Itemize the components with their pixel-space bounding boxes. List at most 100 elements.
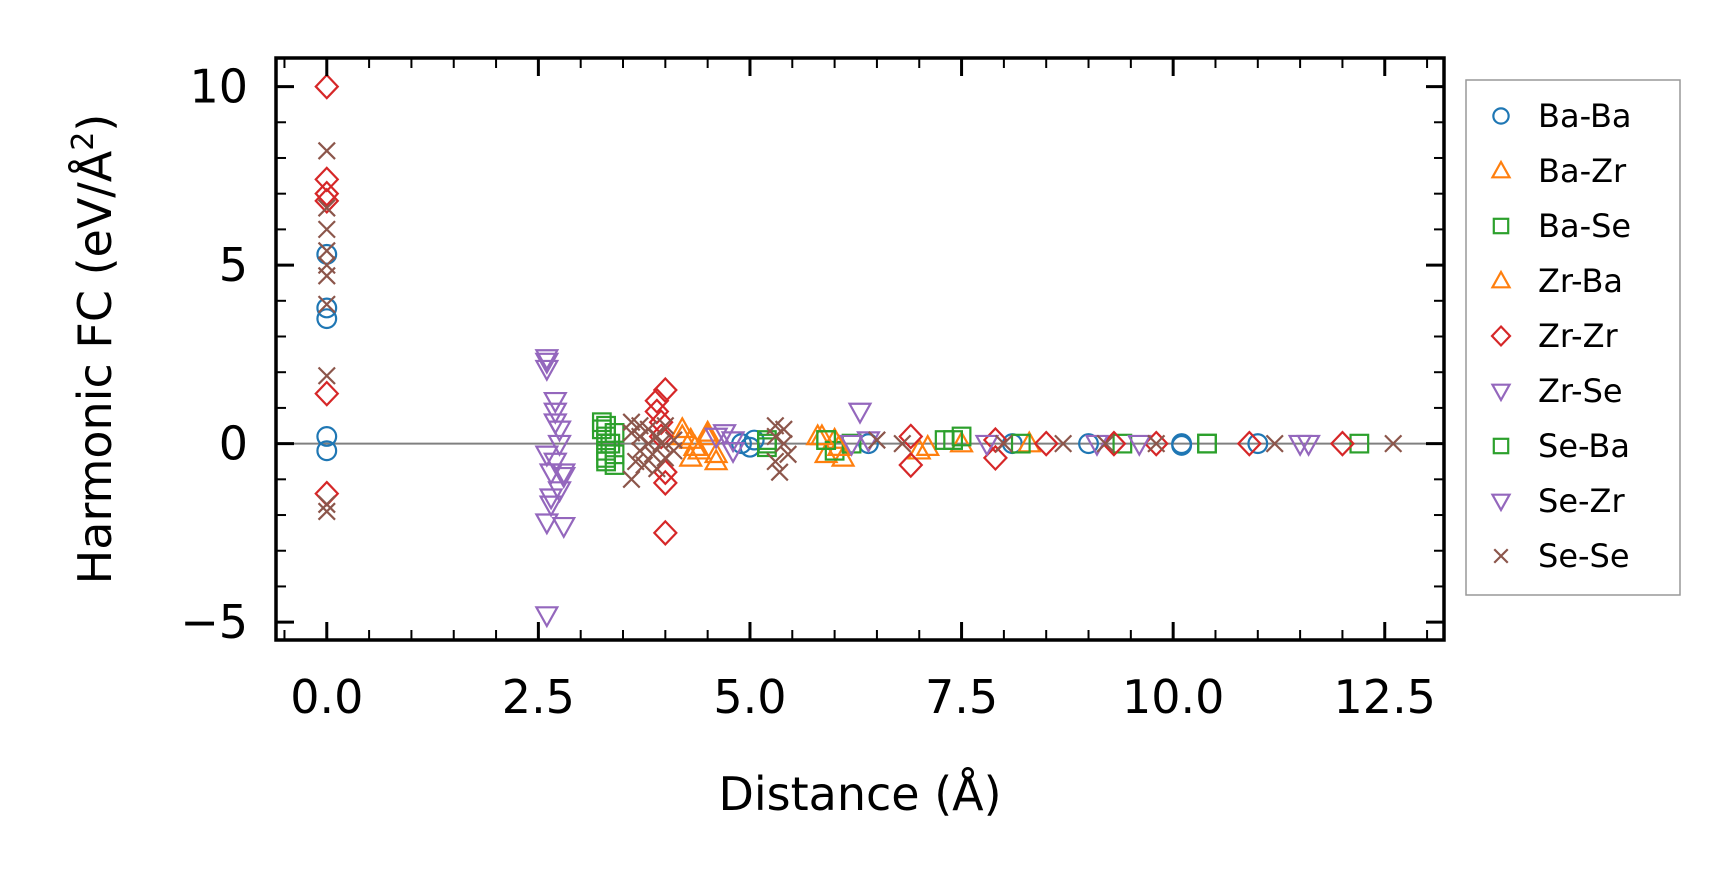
data-point xyxy=(317,198,336,217)
data-point xyxy=(1010,433,1031,454)
legend-marker xyxy=(1490,159,1512,179)
axis-tick-labels: 0.0 2.5 5.0 7.5 10.0 12.5 −5 0 5 10 xyxy=(180,60,1436,724)
data-point xyxy=(1236,430,1262,457)
data-point xyxy=(538,495,564,518)
x-tick-label: 2.5 xyxy=(502,670,575,724)
x-tick-label: 0.0 xyxy=(290,670,363,724)
data-point xyxy=(652,376,678,404)
data-point xyxy=(867,431,886,450)
data-point xyxy=(317,366,336,385)
data-point xyxy=(743,429,765,451)
y-axis-label: Harmonic FC (eV/Å2) xyxy=(66,114,122,585)
data-point xyxy=(644,398,670,425)
data-point xyxy=(656,416,675,435)
data-point xyxy=(695,419,720,442)
y-tick-label: 10 xyxy=(189,60,248,114)
data-point xyxy=(1033,430,1059,457)
data-point xyxy=(1101,430,1127,457)
legend-label: Ba-Se xyxy=(1538,207,1631,245)
x-tick-label: 7.5 xyxy=(925,670,998,724)
data-point xyxy=(647,459,666,478)
series-Se-Ba xyxy=(596,415,1217,468)
legend-marker xyxy=(1493,548,1509,564)
legend-label: Ba-Zr xyxy=(1538,152,1627,190)
data-point xyxy=(547,481,572,504)
data-point xyxy=(1197,433,1217,454)
data-point xyxy=(774,434,793,453)
data-point xyxy=(756,433,777,454)
data-point xyxy=(1247,433,1269,455)
data-points xyxy=(314,73,1403,629)
data-point xyxy=(600,433,621,454)
legend-marker xyxy=(1490,324,1512,348)
data-point xyxy=(551,516,577,539)
data-point xyxy=(317,141,336,160)
data-point xyxy=(317,295,336,314)
data-point xyxy=(534,349,560,372)
axis-ticks xyxy=(276,58,1444,640)
data-point xyxy=(317,220,336,239)
data-point xyxy=(1096,434,1115,453)
data-point xyxy=(534,606,560,629)
data-point xyxy=(652,519,678,547)
legend-label: Ba-Ba xyxy=(1538,97,1632,135)
data-point xyxy=(643,445,662,464)
data-point xyxy=(770,463,789,482)
data-point xyxy=(766,452,785,471)
data-point xyxy=(316,297,338,319)
data-point xyxy=(317,241,336,260)
data-point xyxy=(816,430,837,450)
series-Se-Se xyxy=(317,141,1403,521)
data-point xyxy=(1171,434,1193,456)
data-point xyxy=(652,434,671,453)
data-point xyxy=(893,434,912,453)
data-point xyxy=(943,430,964,450)
data-point xyxy=(534,445,560,468)
data-point xyxy=(622,470,641,489)
data-point xyxy=(1147,434,1166,453)
legend-marker xyxy=(1492,437,1510,455)
data-point xyxy=(314,380,340,407)
series-Se-Zr xyxy=(534,349,1313,518)
data-point xyxy=(314,166,340,193)
data-point xyxy=(1143,430,1169,457)
data-point xyxy=(317,266,336,285)
data-point xyxy=(317,495,336,514)
plot-frame xyxy=(274,56,1446,642)
data-point xyxy=(703,448,729,471)
legend-marker xyxy=(1490,383,1512,403)
plot-background xyxy=(276,58,1444,640)
y-tick-label: −5 xyxy=(180,595,248,649)
data-point xyxy=(906,437,932,460)
data-point xyxy=(664,441,683,460)
data-point xyxy=(314,73,340,100)
x-tick-label: 5.0 xyxy=(713,670,786,724)
data-point xyxy=(551,463,577,486)
data-point xyxy=(551,466,577,490)
data-point xyxy=(703,441,729,464)
data-point xyxy=(1287,434,1313,457)
data-point xyxy=(898,423,924,450)
legend-label: Se-Se xyxy=(1538,537,1630,575)
data-point xyxy=(839,434,864,457)
legend-marker xyxy=(1490,269,1512,289)
data-point xyxy=(652,469,678,497)
legend: Ba-Ba Ba-Zr Ba-Se Zr-Ba Zr-Zr Zr-Se Se-Ba Se-Zr… xyxy=(1465,79,1681,596)
data-point xyxy=(1078,433,1099,455)
data-point xyxy=(1126,434,1152,457)
data-point xyxy=(538,488,564,511)
data-point xyxy=(974,434,1000,457)
data-point xyxy=(720,441,746,465)
data-point xyxy=(316,440,338,462)
data-point xyxy=(669,423,695,446)
data-point xyxy=(534,513,560,536)
data-point xyxy=(720,431,746,454)
data-point xyxy=(542,413,568,436)
legend-marker xyxy=(1492,217,1510,235)
legend-label: Se-Ba xyxy=(1538,427,1630,465)
data-point xyxy=(949,430,974,453)
data-point xyxy=(1265,434,1284,453)
data-point xyxy=(542,402,568,425)
data-point xyxy=(813,441,839,464)
data-point xyxy=(596,448,616,468)
